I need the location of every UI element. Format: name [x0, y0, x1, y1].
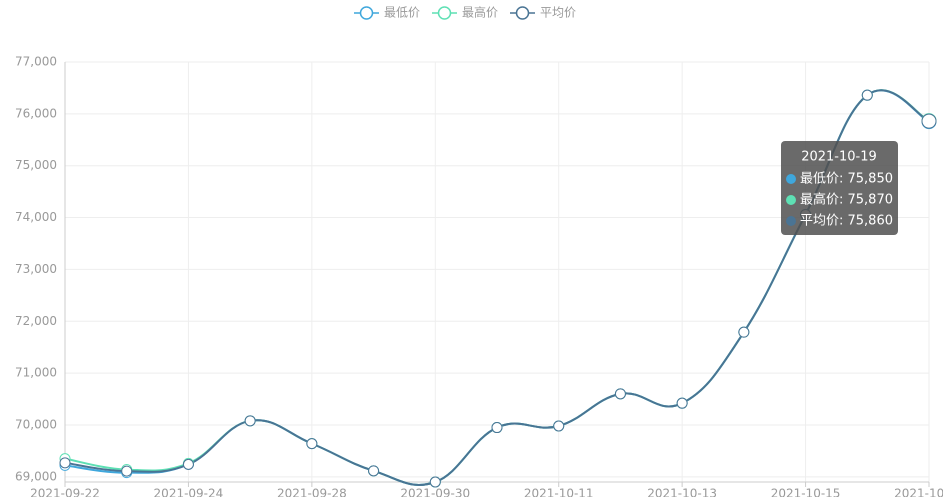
tooltip-dot: [786, 174, 796, 184]
tooltip-title: 2021-10-19: [801, 150, 877, 165]
tooltip-item: 最高价: 75,870: [800, 192, 893, 208]
tooltip-box: [781, 141, 898, 235]
data-point: [182, 458, 194, 470]
data-point: [861, 89, 873, 101]
y-tick-label: 71,000: [15, 366, 57, 380]
y-tick-label: 72,000: [15, 314, 57, 328]
legend-label[interactable]: 最低价: [384, 6, 420, 20]
x-tick-label: 2021-10-19: [894, 487, 943, 497]
data-point: [491, 422, 503, 434]
data-point: [368, 465, 380, 477]
tooltip-item: 平均价: 75,860: [800, 214, 893, 229]
y-tick-label: 77,000: [15, 55, 57, 69]
y-tick-label: 74,000: [15, 210, 57, 224]
y-tick-label: 73,000: [15, 262, 57, 276]
x-tick-label: 2021-09-28: [277, 487, 347, 497]
y-tick-label: 70,000: [15, 417, 57, 431]
data-point: [244, 415, 256, 427]
y-tick-label: 75,000: [15, 158, 57, 172]
legend-label[interactable]: 最高价: [462, 5, 498, 20]
legend: 最低价 最高价 平均价: [354, 5, 576, 20]
x-tick-label: 2021-10-13: [647, 487, 717, 497]
legend-label[interactable]: 平均价: [540, 6, 576, 20]
data-point: [553, 420, 565, 432]
tooltip-dot: [786, 195, 796, 205]
y-tick-label: 76,000: [15, 106, 57, 120]
x-tick-label: 2021-10-15: [771, 487, 841, 497]
x-tick-label: 2021-10-11: [524, 487, 594, 497]
legend-icon: [515, 6, 530, 20]
x-tick-label: 2021-09-22: [30, 487, 100, 497]
tooltip-dot: [786, 216, 796, 226]
legend-icon: [437, 6, 452, 20]
data-point: [306, 438, 318, 450]
data-point: [121, 465, 133, 477]
x-tick-label: 2021-09-30: [400, 487, 470, 497]
data-point: [429, 476, 441, 488]
data-point: [921, 113, 937, 129]
data-point: [614, 388, 626, 400]
data-point: [59, 457, 71, 469]
x-tick-label: 2021-09-24: [154, 487, 224, 497]
legend-icon: [359, 6, 374, 20]
lines-layer: [59, 89, 937, 488]
data-point: [676, 397, 688, 409]
tooltip: 2021-10-19 最低价: 75,850 最高价: 75,870 平均价: 75,…: [781, 141, 898, 235]
grid-layer: 69,000 70,000 71,000 72,000 73,000 74,000 75,0…: [15, 55, 943, 497]
tooltip-item: 最低价: 75,850: [800, 172, 893, 187]
data-point: [738, 326, 750, 338]
y-tick-label: 69,000: [15, 469, 57, 483]
